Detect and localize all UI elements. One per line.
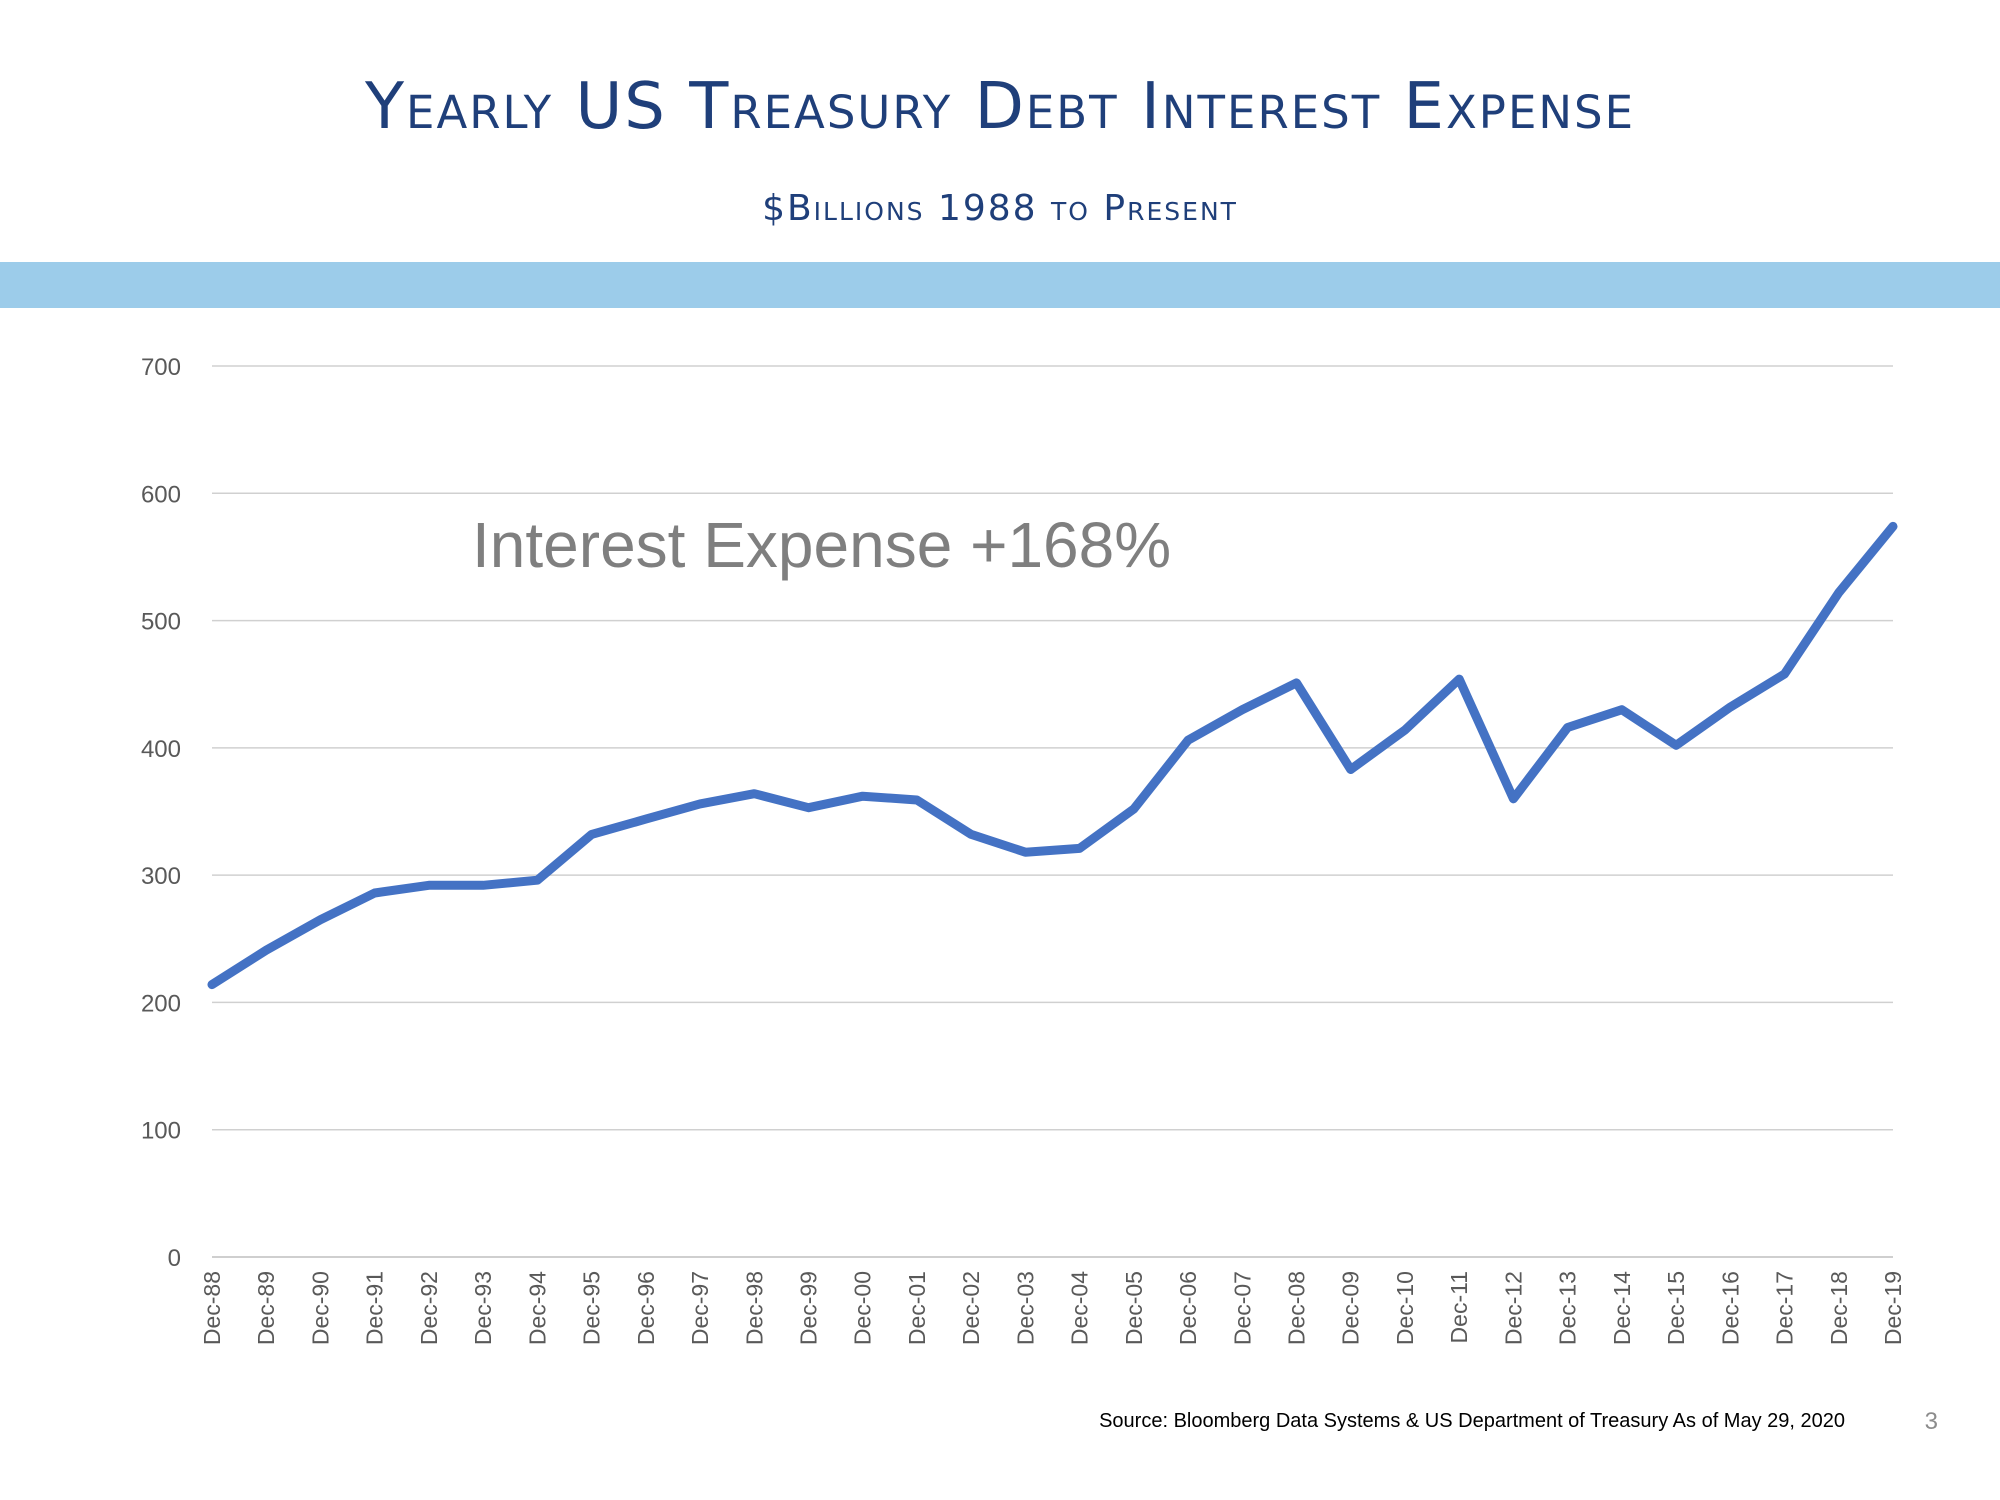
x-tick-label: Dec-12	[1500, 1271, 1526, 1345]
x-tick-label: Dec-96	[633, 1271, 659, 1345]
data-point	[534, 877, 541, 884]
data-point	[1293, 679, 1300, 686]
x-tick-label: Dec-95	[579, 1271, 605, 1345]
data-point	[968, 831, 975, 838]
data-point	[425, 882, 432, 889]
x-tick-label: Dec-14	[1609, 1271, 1635, 1345]
series-line	[207, 521, 1898, 990]
chart-subtitle: $Billions 1988 to Present	[762, 188, 1238, 229]
y-tick-label: 0	[168, 1245, 181, 1272]
y-tick-label: 700	[141, 354, 181, 381]
source-note: Source: Bloomberg Data Systems & US Depa…	[1099, 1410, 1845, 1432]
y-axis-ticks: 0 100 200 300 400 500 600 700	[141, 354, 181, 1272]
data-point	[751, 790, 758, 797]
data-point	[1564, 724, 1571, 731]
x-tick-label: Dec-06	[1175, 1271, 1201, 1345]
x-tick-label: Dec-04	[1067, 1271, 1093, 1345]
data-point	[371, 889, 378, 896]
x-tick-label: Dec-00	[850, 1271, 876, 1345]
chart-title: Yearly US Treasury Debt Interest Expense	[364, 70, 1636, 144]
data-point	[859, 793, 866, 800]
data-points	[209, 523, 1896, 988]
data-point	[1130, 805, 1137, 812]
data-point	[1022, 849, 1029, 856]
data-point	[1510, 795, 1517, 802]
x-tick-label: Dec-05	[1121, 1271, 1147, 1345]
data-point	[263, 947, 270, 954]
data-point	[317, 916, 324, 923]
x-tick-label: Dec-92	[416, 1271, 442, 1345]
x-tick-label: Dec-93	[470, 1271, 496, 1345]
data-point	[1673, 742, 1680, 749]
x-tick-label: Dec-19	[1880, 1271, 1906, 1345]
y-tick-label: 100	[141, 1118, 181, 1145]
data-point	[697, 800, 704, 807]
x-tick-label: Dec-02	[958, 1271, 984, 1345]
y-tick-label: 200	[141, 990, 181, 1017]
data-point	[805, 804, 812, 811]
x-tick-label: Dec-99	[795, 1271, 821, 1345]
x-tick-label: Dec-08	[1284, 1271, 1310, 1345]
data-point	[1185, 737, 1192, 744]
data-point	[480, 882, 487, 889]
annotation-text: Interest Expense +168%	[472, 509, 1171, 581]
x-tick-label: Dec-13	[1555, 1271, 1581, 1345]
data-point	[913, 797, 920, 804]
x-tick-label: Dec-09	[1338, 1271, 1364, 1345]
x-tick-label: Dec-10	[1392, 1271, 1418, 1345]
data-point	[642, 816, 649, 823]
data-point	[1727, 704, 1734, 711]
data-point	[1076, 845, 1083, 852]
header-band	[0, 262, 2000, 308]
x-tick-label: Dec-15	[1663, 1271, 1689, 1345]
x-tick-label: Dec-03	[1012, 1271, 1038, 1345]
x-tick-label: Dec-18	[1826, 1271, 1852, 1345]
x-tick-label: Dec-16	[1717, 1271, 1743, 1345]
data-point	[1347, 766, 1354, 773]
data-point	[209, 981, 215, 988]
gridlines	[212, 365, 1893, 1258]
x-axis-ticks: Dec-88 Dec-89 Dec-90 Dec-91 Dec-92 Dec-93 Dec-…	[199, 1271, 1906, 1345]
x-tick-label: Dec-97	[687, 1271, 713, 1345]
x-tick-label: Dec-88	[199, 1271, 225, 1345]
y-tick-label: 300	[141, 863, 181, 890]
data-point	[1618, 706, 1625, 713]
x-tick-label: Dec-89	[253, 1271, 279, 1345]
data-point	[1401, 727, 1408, 734]
data-point	[1781, 671, 1788, 678]
y-tick-label: 400	[141, 736, 181, 763]
x-tick-label: Dec-11	[1446, 1271, 1472, 1343]
page-number: 3	[1924, 1408, 1938, 1435]
y-tick-label: 500	[141, 609, 181, 636]
x-tick-label: Dec-91	[362, 1271, 388, 1345]
x-tick-label: Dec-98	[741, 1271, 767, 1345]
x-tick-label: Dec-90	[307, 1271, 333, 1345]
x-tick-label: Dec-07	[1229, 1271, 1255, 1345]
x-tick-label: Dec-01	[904, 1271, 930, 1345]
x-tick-label: Dec-17	[1772, 1271, 1798, 1345]
x-tick-label: Dec-94	[524, 1271, 550, 1345]
y-tick-label: 600	[141, 481, 181, 508]
data-point	[1890, 523, 1896, 530]
data-point	[1456, 676, 1463, 683]
data-point	[588, 831, 595, 838]
data-point	[1835, 589, 1842, 596]
data-point	[1239, 706, 1246, 713]
